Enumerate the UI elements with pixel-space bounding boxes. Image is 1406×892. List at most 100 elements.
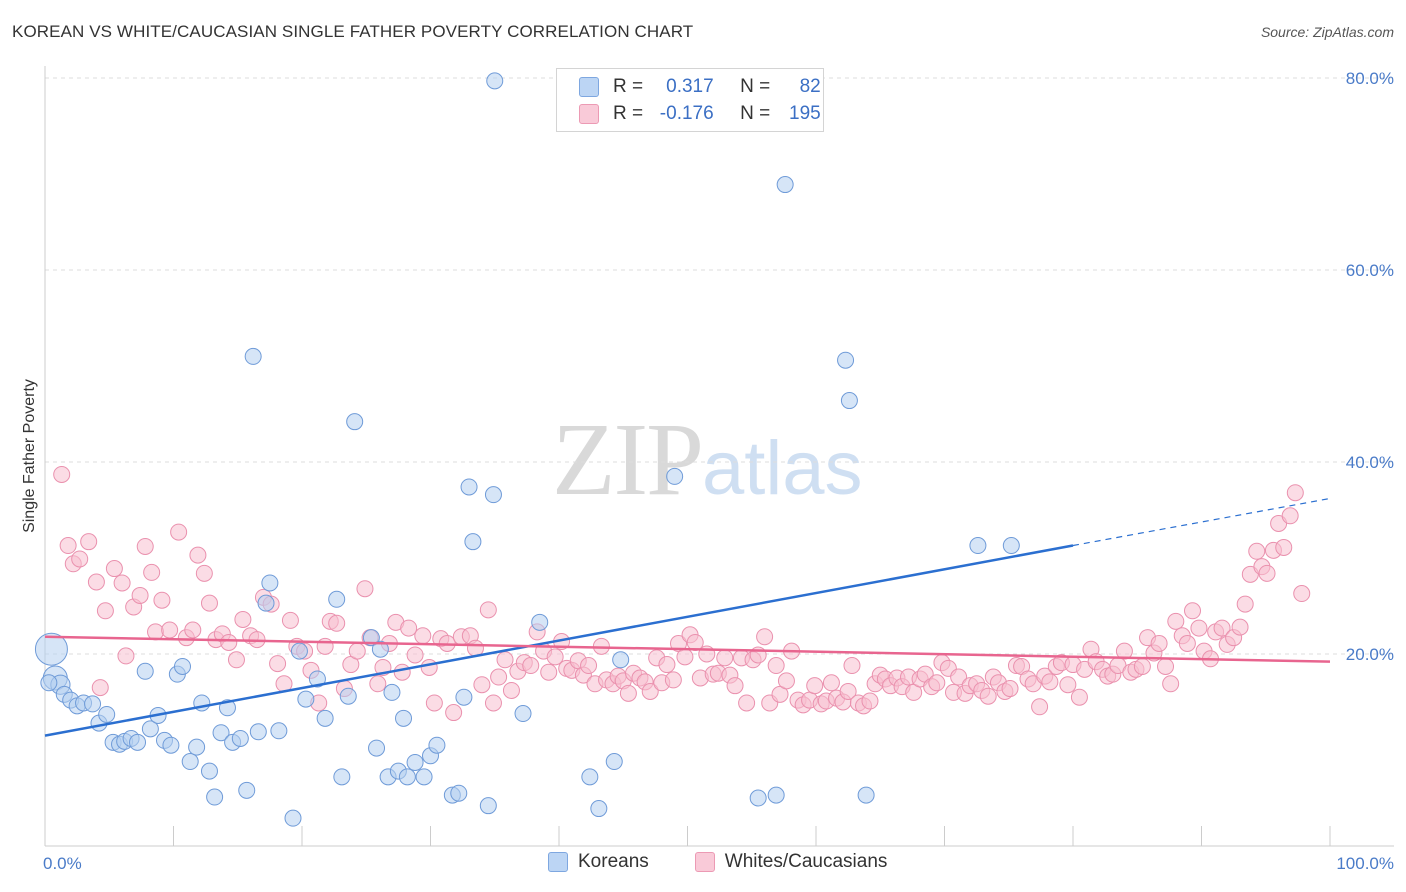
white-point [348,642,366,660]
y-tick-label: 60.0% [1346,261,1394,280]
white-point [281,611,299,629]
white-point [1157,657,1175,675]
n-label: N = [740,76,771,97]
white-point [641,682,659,700]
white-point [1115,642,1133,660]
white-point [425,694,443,712]
white-point [113,574,131,592]
grid-lines [45,77,1394,655]
korean-point [531,613,549,631]
korean-point [136,662,154,680]
korean-point [767,786,785,804]
korean-point [415,768,433,786]
white-point [96,602,114,620]
series-koreans-points [34,72,1020,827]
white-point [1178,634,1196,652]
whites-swatch [579,104,599,124]
white-point [406,646,424,664]
white-point [1213,619,1231,637]
korean-point [308,670,326,688]
white-point [227,651,245,669]
korean-point [484,486,502,504]
tick-labels: 20.0% 40.0% 60.0% 80.0% 0.0% 100.0% [43,69,1394,873]
white-point [522,657,540,675]
korean-point [464,533,482,551]
white-point [87,573,105,591]
white-point [220,633,238,651]
korean-point [98,705,116,723]
koreans-swatch [579,77,599,97]
korean-point [257,594,275,612]
korean-point [395,709,413,727]
r-value: 0.317 [666,76,714,97]
watermark-atlas: atlas [702,426,863,511]
white-point [59,537,77,555]
white-point [479,601,497,619]
white-point [716,649,734,667]
white-point [546,648,564,666]
korean-point [460,478,478,496]
white-point [143,563,161,581]
watermark-zip: ZIP [552,402,704,517]
series-legend: Koreans Whites/Caucasians [548,851,887,873]
white-point [496,651,514,669]
korean-point [249,723,267,741]
y-tick-label: 40.0% [1346,453,1394,472]
series-whites-points [53,465,1311,722]
korean-point [368,739,386,757]
white-point [1258,564,1276,582]
white-point [170,523,188,541]
korean-point [231,729,249,747]
korean-point [581,768,599,786]
korean-point [173,657,191,675]
legend-koreans: Koreans [578,851,649,872]
korean-point [141,720,159,738]
korean-point [346,413,364,431]
korean-point [212,724,230,742]
korean-point [261,574,279,592]
white-point [502,681,520,699]
korean-point [339,687,357,705]
white-point [928,674,946,692]
white-point [806,677,824,695]
white-point [328,614,346,632]
white-point [839,682,857,700]
korean-point [284,809,302,827]
korean-point [328,590,346,608]
korean-point [398,768,416,786]
korean-point [969,537,987,555]
koreans-swatch [548,852,568,872]
white-point [420,658,438,676]
white-point [1281,507,1299,525]
r-label: R = [613,103,644,124]
white-point [950,668,968,686]
korean-point [1002,537,1020,555]
white-trend-line [44,635,1331,663]
white-point [1031,698,1049,716]
korean-point [428,736,446,754]
korean-point [749,789,767,807]
korean-point [612,651,630,669]
white-point [161,621,179,639]
white-point [200,594,218,612]
korean-point [479,797,497,815]
white-point [676,648,694,666]
watermark: ZIPatlas [552,400,863,519]
korean-point [514,705,532,723]
white-point [1286,484,1304,502]
white-point [400,619,418,637]
y-axis-title: Single Father Poverty [21,379,38,533]
white-point [316,637,334,655]
korean-point [455,688,473,706]
white-point [131,586,149,604]
white-point [540,663,558,681]
white-point [777,672,795,690]
n-value: 195 [789,103,821,124]
white-point [1184,602,1202,620]
white-point [269,655,287,673]
korean-point [605,753,623,771]
korean-point [181,753,199,771]
korean-point [371,640,389,658]
white-point [1001,680,1019,698]
